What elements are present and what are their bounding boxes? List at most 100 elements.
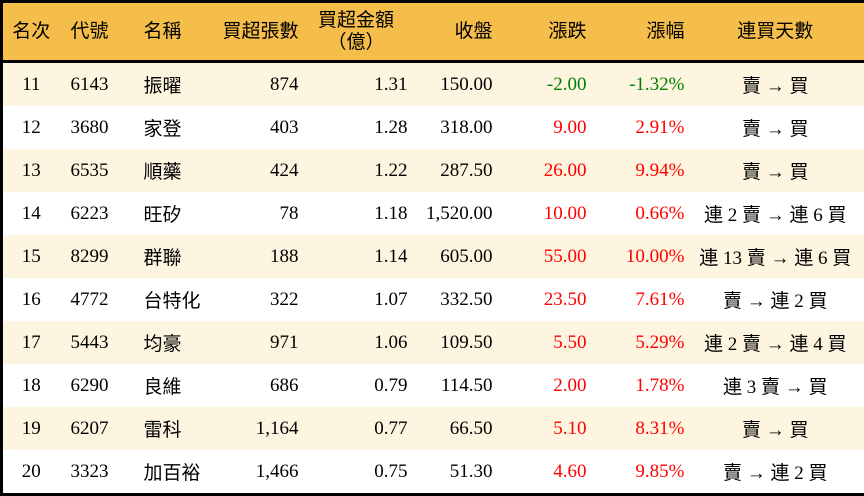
name-cell: 雷科 — [143, 420, 182, 441]
streak-cell: 連 2 賣 → 連 6 買 — [703, 205, 847, 226]
table-row: 13 6535 順藥 424 1.22 287.50 26.00 9.94% 賣 → 買 — [1, 149, 864, 192]
change-pct-cell: -1.32% — [629, 73, 685, 95]
table-row: 18 6290 良維 686 0.79 114.50 2.00 1.78% 連 3 賣 → 買 — [1, 364, 864, 407]
column-header-code: 代號 — [59, 1, 120, 63]
close-cell: 1,520.00 — [426, 202, 493, 224]
amount-cell: 1.31 — [374, 73, 408, 95]
change-cell: 23.50 — [543, 288, 587, 310]
table-row: 14 6223 旺矽 78 1.18 1,520.00 10.00 0.66% 連 2 賣 → … — [1, 192, 864, 235]
code-cell: 3680 — [70, 116, 109, 138]
rank-cell: 17 — [21, 331, 41, 353]
change-pct-cell: 9.94% — [635, 159, 685, 181]
change-pct-cell: 8.31% — [635, 417, 685, 439]
close-cell: 332.50 — [440, 288, 493, 310]
rank-cell: 15 — [21, 245, 41, 267]
code-cell: 6223 — [70, 202, 109, 224]
volume-cell: 874 — [270, 73, 299, 95]
name-cell: 振曜 — [143, 76, 182, 97]
amount-cell: 1.28 — [374, 116, 408, 138]
streak-cell: 賣 → 買 — [741, 162, 809, 183]
code-cell: 6535 — [70, 159, 109, 181]
close-cell: 66.50 — [449, 417, 493, 439]
rank-cell: 13 — [21, 159, 41, 181]
change-cell: 5.50 — [553, 331, 587, 353]
streak-cell: 連 13 賣 → 連 6 買 — [699, 248, 852, 269]
name-cell: 均豪 — [143, 334, 182, 355]
close-cell: 318.00 — [440, 116, 493, 138]
table-row: 16 4772 台特化 322 1.07 332.50 23.50 7.61% 賣 → 連 2 … — [1, 278, 864, 321]
volume-cell: 971 — [270, 331, 299, 353]
name-cell: 家登 — [143, 119, 182, 140]
volume-cell: 188 — [270, 245, 299, 267]
header-row: 名次 代號 名稱 買超張數 買超金額 （億） 收盤 漲跌 漲幅 連買天數 — [1, 1, 864, 63]
change-cell: 26.00 — [543, 159, 587, 181]
rank-cell: 14 — [21, 202, 41, 224]
table-row: 20 3323 加百裕 1,466 0.75 51.30 4.60 9.85% 賣 → 連 2 … — [1, 450, 864, 495]
amount-cell: 1.18 — [374, 202, 408, 224]
column-header-name: 名稱 — [119, 1, 215, 63]
close-cell: 605.00 — [440, 245, 493, 267]
rank-cell: 18 — [21, 374, 41, 396]
streak-cell: 賣 → 連 2 買 — [722, 291, 828, 312]
volume-cell: 686 — [270, 374, 299, 396]
name-cell: 良維 — [143, 377, 182, 398]
volume-cell: 1,164 — [255, 417, 299, 439]
change-cell: 2.00 — [553, 374, 587, 396]
column-header-streak: 連買天數 — [686, 1, 864, 63]
volume-cell: 78 — [279, 202, 299, 224]
column-header-close: 收盤 — [409, 1, 495, 63]
amount-cell: 1.07 — [374, 288, 408, 310]
code-cell: 8299 — [70, 245, 109, 267]
table-row: 19 6207 雷科 1,164 0.77 66.50 5.10 8.31% 賣 → 買 — [1, 407, 864, 450]
amount-cell: 1.06 — [374, 331, 408, 353]
change-pct-cell: 0.66% — [635, 202, 685, 224]
column-header-volume: 買超張數 — [214, 1, 305, 63]
change-pct-cell: 7.61% — [635, 288, 685, 310]
volume-cell: 322 — [270, 288, 299, 310]
close-cell: 114.50 — [440, 374, 493, 396]
streak-cell: 賣 → 連 2 買 — [722, 463, 828, 484]
code-cell: 3323 — [70, 460, 109, 482]
streak-cell: 連 2 賣 → 連 4 買 — [703, 334, 847, 355]
rank-cell: 19 — [21, 417, 41, 439]
name-cell: 群聯 — [143, 248, 182, 269]
amount-cell: 0.77 — [374, 417, 408, 439]
streak-cell: 賣 → 買 — [741, 420, 809, 441]
streak-cell: 連 3 賣 → 買 — [722, 377, 828, 398]
close-cell: 51.30 — [449, 460, 493, 482]
volume-cell: 403 — [270, 116, 299, 138]
table-header: 名次 代號 名稱 買超張數 買超金額 （億） 收盤 漲跌 漲幅 連買天數 — [1, 1, 864, 63]
table-body: 11 6143 振曜 874 1.31 150.00 -2.00 -1.32% 賣 → 買 12 3… — [1, 61, 864, 495]
streak-cell: 賣 → 買 — [741, 76, 809, 97]
change-pct-cell: 5.29% — [635, 331, 685, 353]
close-cell: 109.50 — [440, 331, 493, 353]
code-cell: 6207 — [70, 417, 109, 439]
rank-cell: 20 — [21, 460, 41, 482]
change-pct-cell: 1.78% — [635, 374, 685, 396]
volume-cell: 424 — [270, 159, 299, 181]
code-cell: 6290 — [70, 374, 109, 396]
change-pct-cell: 10.00% — [625, 245, 685, 267]
change-pct-cell: 9.85% — [635, 460, 685, 482]
change-cell: -2.00 — [546, 73, 587, 95]
streak-cell: 賣 → 買 — [741, 119, 809, 140]
rank-cell: 16 — [21, 288, 41, 310]
amount-cell: 0.75 — [374, 460, 408, 482]
amount-cell: 1.14 — [374, 245, 408, 267]
name-cell: 台特化 — [143, 291, 201, 312]
code-cell: 6143 — [70, 73, 109, 95]
rank-cell: 11 — [22, 73, 41, 95]
column-header-change-pct: 漲幅 — [588, 1, 687, 63]
table-row: 12 3680 家登 403 1.28 318.00 9.00 2.91% 賣 → 買 — [1, 106, 864, 149]
table-row: 15 8299 群聯 188 1.14 605.00 55.00 10.00% 連 13 賣 →… — [1, 235, 864, 278]
column-header-change: 漲跌 — [494, 1, 589, 63]
code-cell: 4772 — [70, 288, 109, 310]
change-pct-cell: 2.91% — [635, 116, 685, 138]
amount-cell: 0.79 — [374, 374, 408, 396]
close-cell: 150.00 — [440, 73, 493, 95]
name-cell: 加百裕 — [143, 463, 201, 484]
change-cell: 9.00 — [553, 116, 587, 138]
code-cell: 5443 — [70, 331, 109, 353]
change-cell: 5.10 — [553, 417, 587, 439]
